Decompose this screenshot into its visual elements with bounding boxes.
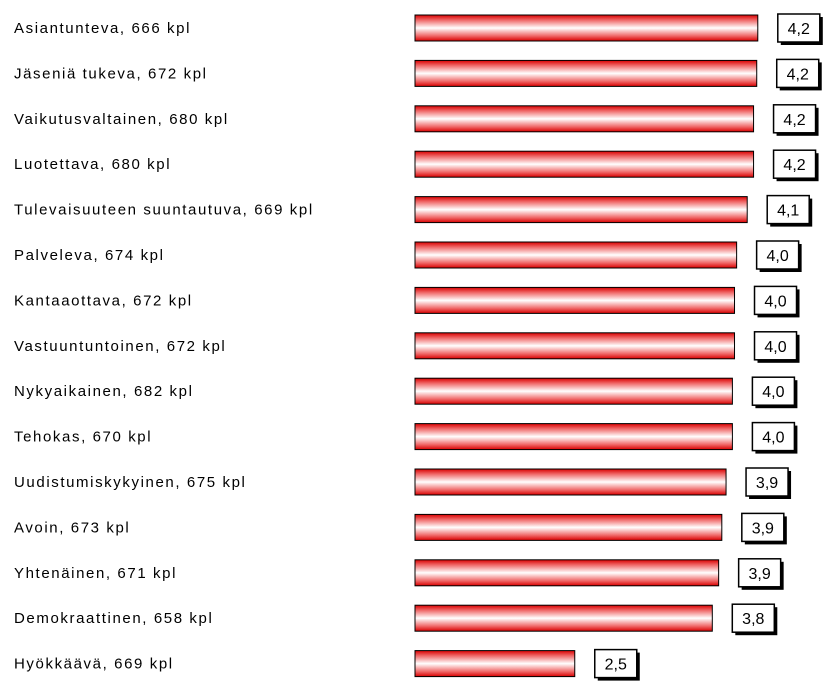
- category-label: Avoin, 673 kpl: [14, 519, 130, 536]
- bar: [414, 105, 755, 133]
- bar: [414, 14, 759, 42]
- value-box: [745, 467, 789, 497]
- value-label: 4,2: [783, 112, 805, 129]
- category-label: Yhtenäinen, 671 kpl: [14, 565, 177, 582]
- bars: [414, 14, 759, 678]
- value-label: 4,2: [788, 21, 810, 38]
- category-label: Tehokas, 670 kpl: [14, 429, 152, 446]
- value-label: 3,9: [756, 475, 778, 492]
- value-label: 4,0: [767, 248, 789, 265]
- bar: [414, 513, 723, 541]
- value-box: [775, 58, 820, 89]
- value-label: 4,0: [762, 384, 784, 401]
- value-label: 4,2: [783, 157, 805, 174]
- category-labels: Asiantunteva, 666 kpl Jäseniä tukeva, 672…: [14, 20, 314, 673]
- value-label: 4,0: [764, 339, 786, 356]
- value-label: 3,9: [749, 566, 771, 583]
- category-label: Palveleva, 674 kpl: [14, 247, 165, 264]
- value-label: 4,0: [764, 293, 786, 310]
- category-label: Demokraattinen, 658 kpl: [14, 610, 213, 627]
- category-label: Luotettava, 680 kpl: [14, 156, 171, 173]
- value-box: [741, 512, 785, 543]
- bar: [414, 604, 713, 632]
- bar: [414, 468, 727, 496]
- category-label: Kantaaottava, 672 kpl: [14, 292, 193, 309]
- value-box: [777, 13, 821, 43]
- value-label: 2,5: [605, 657, 627, 674]
- category-label: Hyökkäävä, 669 kpl: [14, 656, 174, 673]
- value-box: [594, 648, 638, 679]
- value-box: [772, 149, 817, 179]
- category-label: Vaikutusvaltainen, 680 kpl: [14, 111, 229, 128]
- bar: [414, 377, 733, 405]
- bar: [414, 241, 738, 269]
- bar: [414, 650, 576, 678]
- bar: [414, 332, 736, 360]
- bar: [414, 59, 758, 87]
- bar: [414, 286, 736, 314]
- category-label: Vastuuntuntoinen, 672 kpl: [14, 338, 226, 355]
- value-label: 3,9: [752, 520, 774, 537]
- category-label: Asiantunteva, 666 kpl: [14, 20, 191, 37]
- category-label: Jäseniä tukeva, 672 kpl: [14, 65, 208, 82]
- category-label: Uudistumiskykyinen, 675 kpl: [14, 474, 246, 491]
- category-label: Nykyaikainen, 682 kpl: [14, 383, 194, 400]
- bar: [414, 423, 733, 451]
- value-box: [755, 240, 800, 270]
- value-box: [766, 194, 810, 225]
- bar: [414, 196, 748, 224]
- value-labels: 4,2 4,2 4,2 4,2 4,1 4,0 4,0 4,0 4,0 4,0 3,9 3,9 3,9 3…: [594, 13, 823, 681]
- bar: [414, 150, 755, 178]
- value-box: [753, 331, 798, 361]
- value-box: [731, 603, 776, 633]
- value-label: 3,8: [742, 611, 764, 628]
- value-box: [751, 376, 796, 406]
- value-box: [772, 104, 817, 134]
- value-box: [737, 558, 782, 588]
- value-label: 4,1: [777, 203, 799, 220]
- value-label: 4,2: [787, 66, 809, 83]
- value-box: [753, 285, 798, 316]
- value-label: 4,0: [762, 430, 784, 447]
- category-label: Tulevaisuuteen suuntautuva, 669 kpl: [14, 202, 314, 219]
- value-box: [751, 421, 796, 452]
- bar: [414, 559, 720, 587]
